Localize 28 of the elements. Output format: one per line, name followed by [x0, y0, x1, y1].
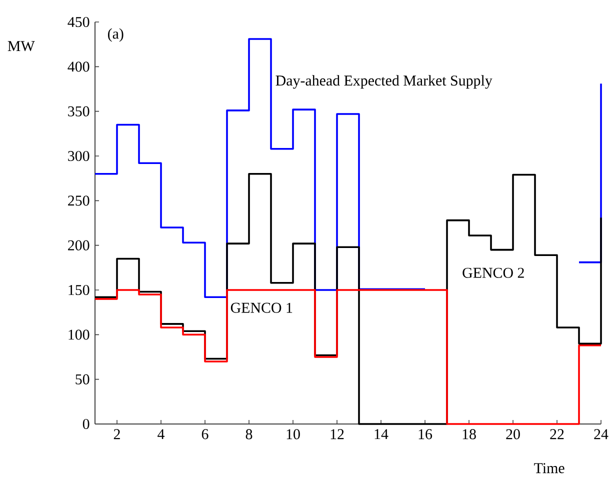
y-tick-label: 350: [68, 106, 90, 116]
annotation: (a): [108, 28, 124, 42]
y-tick-label: 250: [68, 196, 90, 206]
series-label: GENCO 1: [230, 302, 292, 313]
y-tick-label: 400: [68, 62, 90, 72]
y-tick-label: 450: [68, 16, 90, 28]
x-tick-label: 18: [462, 429, 476, 440]
y-tick-label: 50: [76, 374, 90, 384]
x-tick-label: 14: [374, 429, 388, 440]
y-tick-label: 0: [82, 418, 90, 430]
x-tick-label: 24: [594, 429, 608, 440]
x-tick-label: 12: [330, 429, 344, 440]
x-tick-label: 2: [114, 429, 120, 440]
y-tick-label: 300: [68, 150, 90, 162]
y-axis-title: MW: [8, 41, 35, 52]
y-tick-label: 150: [68, 284, 90, 296]
x-tick-label: 6: [202, 429, 208, 440]
x-tick-label: 10: [286, 429, 300, 440]
x-axis-title: Time: [534, 463, 564, 474]
x-tick-label: 16: [418, 429, 432, 440]
series-label: GENCO 2: [462, 268, 524, 278]
y-tick-label: 200: [68, 240, 90, 250]
x-tick-label: 22: [550, 429, 564, 440]
x-tick-label: 8: [246, 429, 252, 440]
series-label: Day-ahead Expected Market Supply: [276, 75, 492, 89]
x-tick-label: 4: [158, 429, 164, 440]
y-tick-label: 100: [68, 330, 90, 340]
x-tick-label: 20: [506, 429, 520, 440]
